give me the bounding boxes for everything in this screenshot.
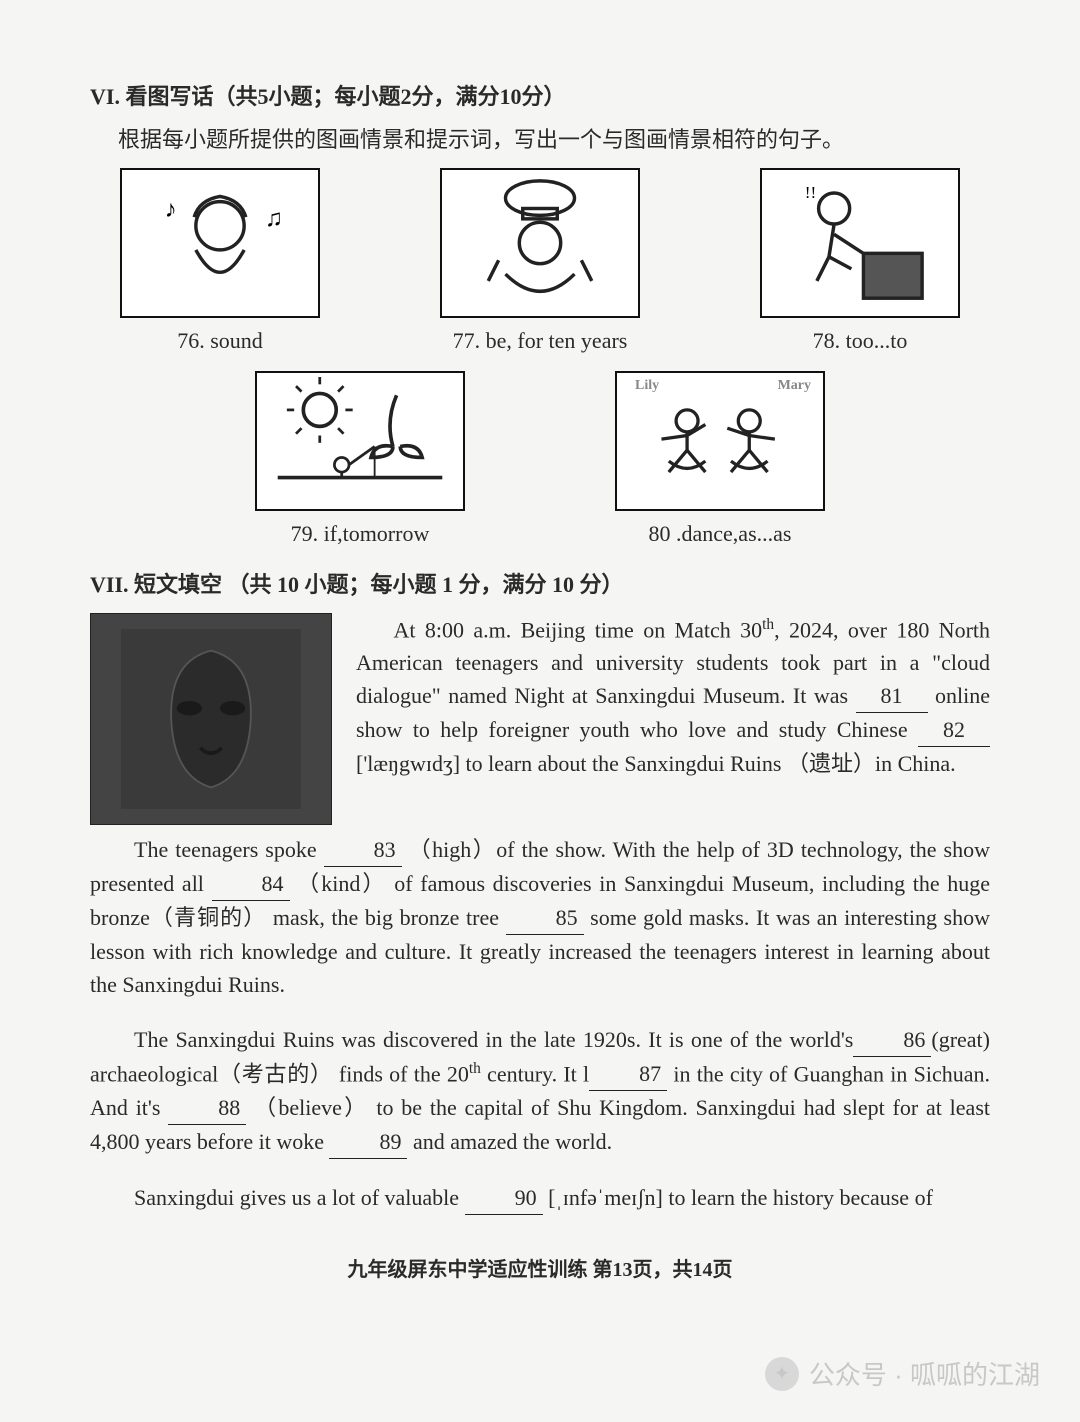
blank-85[interactable]: 85	[506, 901, 584, 935]
page-footer: 九年级屏东中学适应性训练 第13页，共14页	[90, 1255, 990, 1285]
item-78-image: !!	[760, 168, 960, 318]
passage-block: At 8:00 a.m. Beijing time on Match 30th,…	[90, 613, 990, 825]
label-mary: Mary	[778, 375, 811, 396]
section-6-title: VI. 看图写话（共5小题；每小题2分，满分10分）	[90, 80, 990, 113]
passage-p1: At 8:00 a.m. Beijing time on Match 30th,…	[356, 613, 990, 825]
blank-89[interactable]: 89	[329, 1125, 407, 1159]
passage-p4: Sanxingdui gives us a lot of valuable 90…	[90, 1181, 990, 1215]
svg-text:!!: !!	[805, 183, 817, 202]
image-row-2: 79. if,tomorrow Lily Mary 80 .dance,as..…	[90, 371, 990, 550]
image-row-1: ♪♫ 76. sound 77. be, for ten years !! 78…	[120, 168, 960, 357]
item-78: !! 78. too...to	[760, 168, 960, 357]
passage-p3: The Sanxingdui Ruins was discovered in t…	[90, 1023, 990, 1159]
item-79: 79. if,tomorrow	[255, 371, 465, 550]
watermark-text: 公众号 · 呱呱的江湖	[809, 1355, 1040, 1392]
item-79-image	[255, 371, 465, 511]
blank-82[interactable]: 82	[918, 713, 990, 747]
item-80-image: Lily Mary	[615, 371, 825, 511]
item-78-caption: 78. too...to	[760, 324, 960, 357]
item-77-caption: 77. be, for ten years	[440, 324, 640, 357]
label-lily: Lily	[635, 375, 659, 396]
passage-p2: The teenagers spoke 83 （high）of the show…	[90, 833, 990, 1001]
blank-84[interactable]: 84	[212, 867, 290, 901]
blank-81[interactable]: 81	[856, 679, 928, 713]
blank-90[interactable]: 90	[465, 1181, 543, 1215]
wechat-icon: ✦	[765, 1357, 799, 1391]
item-76: ♪♫ 76. sound	[120, 168, 320, 357]
blank-86[interactable]: 86	[853, 1023, 931, 1057]
item-80: Lily Mary 80 .dance,as...as	[615, 371, 825, 550]
exam-page: VI. 看图写话（共5小题；每小题2分，满分10分） 根据每小题所提供的图画情景…	[0, 0, 1080, 1325]
section-6-instruction: 根据每小题所提供的图画情景和提示词，写出一个与图画情景相符的句子。	[118, 123, 990, 156]
item-76-image: ♪♫	[120, 168, 320, 318]
item-79-caption: 79. if,tomorrow	[255, 517, 465, 550]
svg-text:♪: ♪	[165, 196, 177, 223]
sanxingdui-image	[90, 613, 332, 825]
section-7-title: VII. 短文填空 （共 10 小题；每小题 1 分，满分 10 分）	[90, 568, 990, 601]
blank-83[interactable]: 83	[324, 833, 402, 867]
svg-text:♫: ♫	[265, 205, 283, 232]
section-7: VII. 短文填空 （共 10 小题；每小题 1 分，满分 10 分） At 8…	[90, 568, 990, 1215]
blank-88[interactable]: 88	[168, 1091, 246, 1125]
blank-87[interactable]: 87	[589, 1057, 667, 1091]
item-77: 77. be, for ten years	[440, 168, 640, 357]
item-76-caption: 76. sound	[120, 324, 320, 357]
item-80-caption: 80 .dance,as...as	[615, 517, 825, 550]
watermark: ✦ 公众号 · 呱呱的江湖	[765, 1355, 1040, 1392]
item-77-image	[440, 168, 640, 318]
